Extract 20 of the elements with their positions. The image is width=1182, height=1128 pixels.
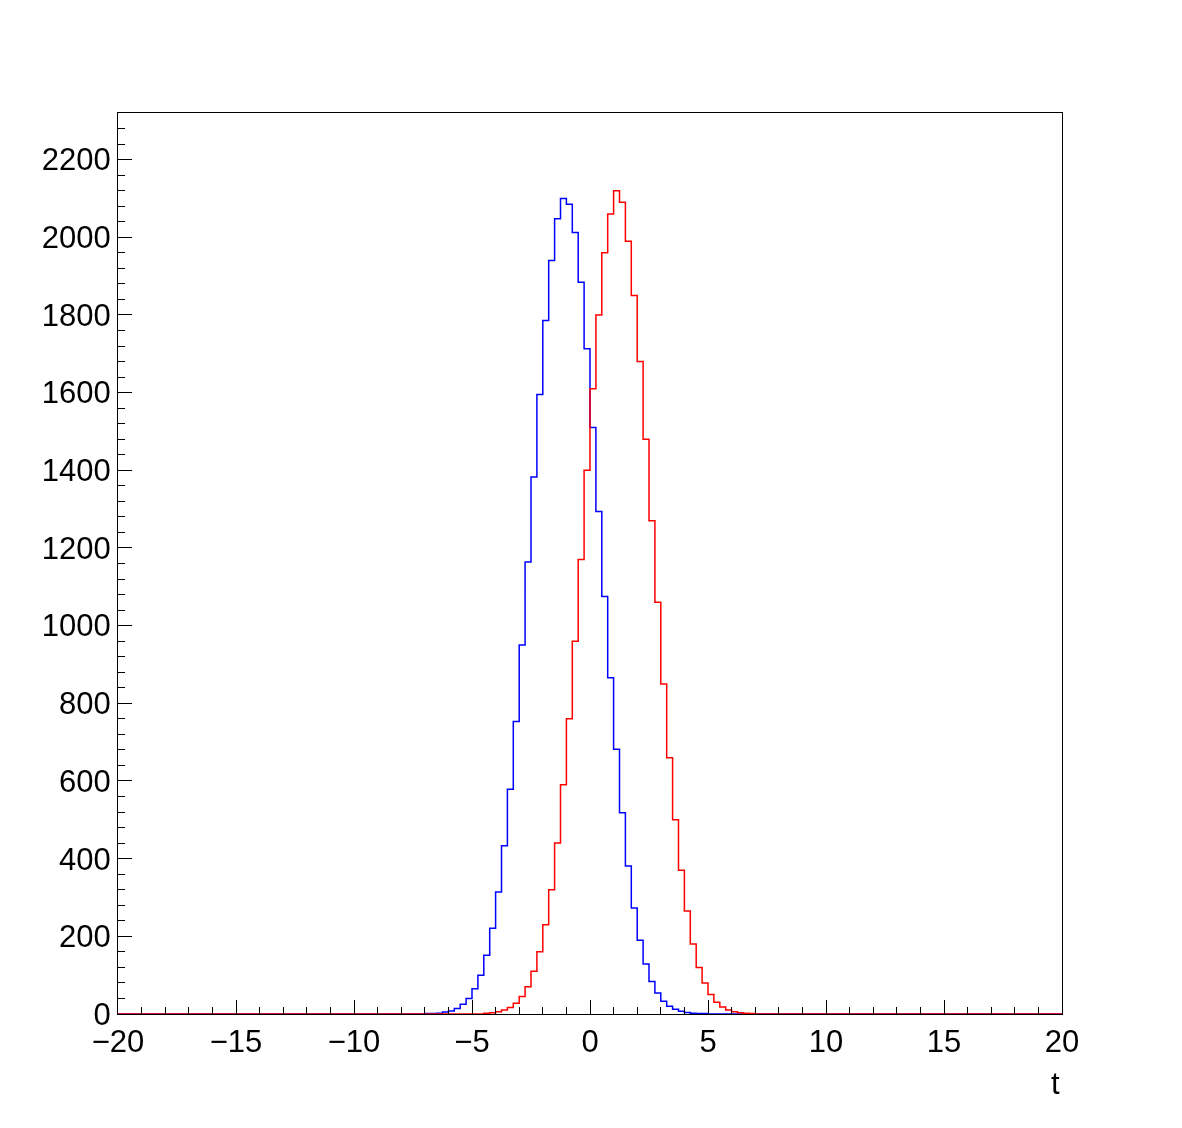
y-tick-label: 1800 <box>41 297 111 333</box>
x-tick-label: 10 <box>808 1024 844 1060</box>
y-tick-label: 600 <box>59 763 111 799</box>
x-tick-label: 0 <box>581 1024 599 1060</box>
x-tick-label: −5 <box>454 1024 490 1060</box>
x-tick-label: 15 <box>926 1024 962 1060</box>
x-tick-label: 5 <box>699 1024 717 1060</box>
y-tick-label: 800 <box>59 686 111 722</box>
x-tick-label: −10 <box>327 1024 381 1060</box>
y-tick-label: 1200 <box>41 530 111 566</box>
x-axis-title: t <box>1051 1066 1060 1101</box>
y-tick-label: 1000 <box>41 608 111 644</box>
y-tick-label: 1600 <box>41 375 111 411</box>
y-tick-label: 400 <box>59 841 111 877</box>
y-tick-label: 2000 <box>41 220 111 256</box>
x-tick-label: 20 <box>1044 1024 1080 1060</box>
y-tick-label: 2200 <box>41 142 111 178</box>
x-tick-label: −15 <box>209 1024 263 1060</box>
y-tick-label: 1400 <box>41 453 111 489</box>
y-tick-label: 200 <box>59 919 111 955</box>
